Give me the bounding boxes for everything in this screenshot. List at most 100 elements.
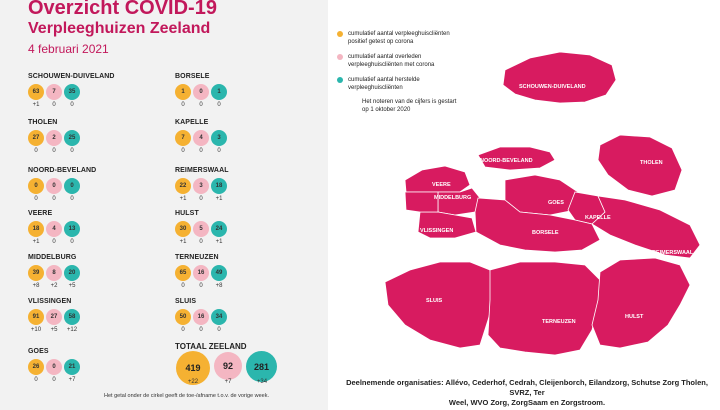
muni-goes: GOES 26 0 21 0 0 +7 <box>28 348 168 388</box>
legend-note-line: Het noteren van de cijfers is gestart <box>362 99 457 105</box>
positive-delta: 0 <box>181 148 185 154</box>
recovered-delta: +1 <box>215 239 223 245</box>
page-title: Overzicht COVID-19 <box>28 0 217 19</box>
total-title: TOTAAL ZEELAND <box>175 342 247 351</box>
deceased-delta: 0 <box>199 196 203 202</box>
legend-dot-positive <box>337 31 343 37</box>
legend-label: positief getest op corona <box>348 39 414 45</box>
deceased-count: 8 <box>46 265 62 281</box>
positive-count: 1 <box>175 84 191 100</box>
total-positive-count: 419 <box>176 351 210 385</box>
recovered-count: 3 <box>211 130 227 146</box>
footnote: Het getal onder de cirkel geeft de toe-/… <box>104 393 269 399</box>
map-label-reimerswaal: REIMERSWAAL <box>652 250 694 256</box>
positive-delta: +8 <box>32 283 40 289</box>
positive-delta: +1 <box>179 239 187 245</box>
participating-organisations: Deelnemende organisaties: Allévo, Cederh… <box>334 378 720 408</box>
deceased-count: 4 <box>46 221 62 237</box>
recovered-delta: +8 <box>215 283 223 289</box>
recovered-count: 1 <box>211 84 227 100</box>
deceased-delta: 0 <box>52 102 56 108</box>
deceased-delta: 0 <box>199 239 203 245</box>
total-recovered-delta: +34 <box>256 379 268 385</box>
region-tholen <box>597 134 683 197</box>
muni-name: HULST <box>175 210 199 217</box>
map-label-vlissingen: VLISSINGEN <box>420 228 453 234</box>
legend-label: cumulatief aantal herstelde <box>348 77 420 83</box>
legend-positive: cumulatief aantal verpleeghuiscliënten p… <box>337 30 450 46</box>
positive-delta: +1 <box>179 196 187 202</box>
deceased-count: 5 <box>193 221 209 237</box>
map-label-terneuzen: TERNEUZEN <box>542 319 576 325</box>
deceased-count: 7 <box>46 84 62 100</box>
positive-count: 26 <box>28 359 44 375</box>
muni-name: THOLEN <box>28 119 58 126</box>
positive-delta: 0 <box>34 196 38 202</box>
recovered-count: 13 <box>64 221 80 237</box>
legend-dot-recovered <box>337 77 343 83</box>
muni-noord-beveland: NOORD-BEVELAND 0 0 0 0 0 0 <box>28 167 168 207</box>
muni-terneuzen: TERNEUZEN 65 16 49 0 0 +8 <box>175 254 315 294</box>
report-date: 4 februari 2021 <box>28 42 109 56</box>
muni-borsele: BORSELE 1 0 1 0 0 0 <box>175 73 315 113</box>
muni-kapelle: KAPELLE 7 4 3 0 0 0 <box>175 119 315 159</box>
positive-count: 39 <box>28 265 44 281</box>
deceased-delta: 0 <box>52 196 56 202</box>
muni-name: KAPELLE <box>175 119 209 126</box>
map-label-veere: VEERE <box>432 182 451 188</box>
map-label-schouwen-duiveland: SCHOUWEN-DUIVELAND <box>519 84 586 90</box>
deceased-delta: 0 <box>199 283 203 289</box>
deceased-delta: 0 <box>199 327 203 333</box>
map-label-hulst: HULST <box>625 314 644 320</box>
legend-label: cumulatief aantal overleden <box>348 54 422 60</box>
positive-delta: +1 <box>32 239 40 245</box>
recovered-count: 49 <box>211 265 227 281</box>
recovered-count: 24 <box>211 221 227 237</box>
recovered-count: 58 <box>64 309 80 325</box>
recovered-count: 20 <box>64 265 80 281</box>
positive-delta: 0 <box>34 148 38 154</box>
recovered-delta: 0 <box>217 148 221 154</box>
region-veere-south <box>404 191 439 213</box>
deceased-delta: 0 <box>52 239 56 245</box>
recovered-count: 25 <box>64 130 80 146</box>
region-sluis <box>384 261 496 349</box>
deceased-delta: +2 <box>50 283 58 289</box>
recovered-delta: +1 <box>215 196 223 202</box>
page-subtitle: Verpleeghuizen Zeeland <box>28 20 211 37</box>
total-positive-delta: +22 <box>187 379 199 385</box>
deceased-count: 0 <box>46 178 62 194</box>
legend-dot-deceased <box>337 54 343 60</box>
map-label-middelburg: MIDDELBURG <box>434 195 471 201</box>
muni-middelburg: MIDDELBURG 39 8 20 +8 +2 +5 <box>28 254 168 294</box>
region-borsele <box>474 197 601 253</box>
deceased-count: 4 <box>193 130 209 146</box>
legend-recovered: cumulatief aantal herstelde verpleeghuis… <box>337 76 420 92</box>
deceased-count: 2 <box>46 130 62 146</box>
muni-name: SCHOUWEN-DUIVELAND <box>28 73 115 80</box>
recovered-delta: +5 <box>68 283 76 289</box>
recovered-count: 34 <box>211 309 227 325</box>
recovered-delta: 0 <box>70 196 74 202</box>
muni-name: SLUIS <box>175 298 197 305</box>
total-deceased-delta: +7 <box>224 379 232 385</box>
recovered-delta: +7 <box>68 377 76 383</box>
positive-count: 18 <box>28 221 44 237</box>
positive-delta: 0 <box>181 102 185 108</box>
deceased-delta: 0 <box>52 148 56 154</box>
region-hulst <box>591 257 691 349</box>
region-middelburg <box>437 187 481 216</box>
deceased-count: 0 <box>193 84 209 100</box>
muni-hulst: HULST 30 5 24 +1 0 +1 <box>175 210 315 250</box>
recovered-delta: 0 <box>217 102 221 108</box>
recovered-count: 0 <box>64 178 80 194</box>
map-label-tholen: THOLEN <box>640 160 663 166</box>
deceased-count: 16 <box>193 265 209 281</box>
positive-delta: +1 <box>32 102 40 108</box>
map-label-noord-beveland: NOORD-BEVELAND <box>480 158 533 164</box>
deceased-delta: +5 <box>50 327 58 333</box>
muni-name: REIMERSWAAL <box>175 167 229 174</box>
region-reimerswaal <box>591 195 701 259</box>
deceased-count: 16 <box>193 309 209 325</box>
region-veere <box>404 165 471 193</box>
